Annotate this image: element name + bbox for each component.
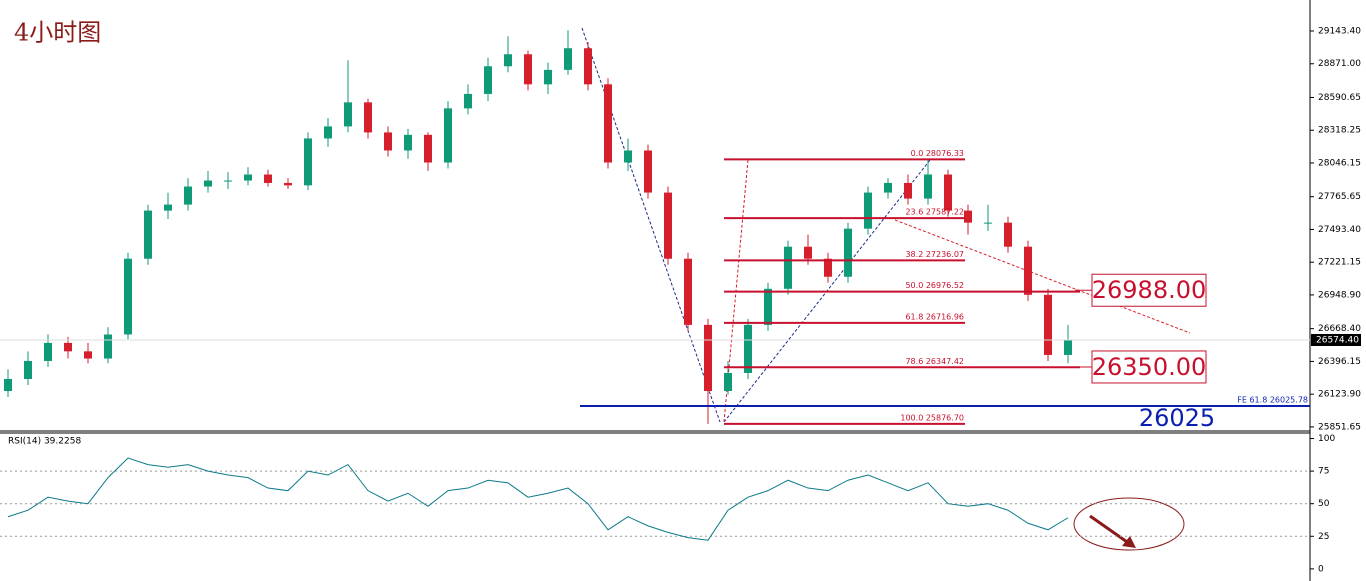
candle-body <box>684 258 692 325</box>
fib-label: 23.6 27587.22 <box>905 208 964 217</box>
candle-body <box>1004 222 1012 247</box>
candle-body <box>344 102 352 127</box>
candle-body <box>364 102 372 133</box>
candle-body <box>444 108 452 163</box>
highlight-ellipse <box>1073 497 1185 551</box>
candle-body <box>604 84 612 163</box>
trend-line <box>894 219 1191 334</box>
candle-body <box>64 342 72 352</box>
fib-label: 78.6 26347.42 <box>905 357 964 366</box>
fe-marker: 26025 <box>1139 404 1215 432</box>
candle-body <box>84 351 92 359</box>
y-tick-label: 75 <box>1318 467 1329 477</box>
fe-label: FE 61.8 26025.78 <box>1237 395 1308 404</box>
y-tick-label: 26948.90 <box>1318 290 1361 300</box>
fib-label: 0.0 28076.33 <box>911 149 964 158</box>
marker-box <box>1091 350 1207 384</box>
rsi-title: RSI(14) 39.2258 <box>8 437 81 447</box>
candle-body <box>664 192 672 259</box>
candle-body <box>804 246 812 259</box>
candle-body <box>264 174 272 183</box>
marker-box <box>1091 273 1207 307</box>
candle-body <box>424 134 432 163</box>
fib-label: 100.0 25876.70 <box>900 413 964 422</box>
candle-body <box>104 334 112 359</box>
candle-body <box>4 379 12 392</box>
candle-body <box>864 192 872 229</box>
candle-body <box>524 54 532 85</box>
candle-body <box>744 324 752 373</box>
candle-body <box>584 48 592 85</box>
candle-body <box>944 174 952 211</box>
candle-body <box>624 150 632 163</box>
last-price-label: 26574.40 <box>1316 335 1359 345</box>
y-tick-label: 25 <box>1318 532 1329 542</box>
candle-body <box>924 174 932 199</box>
candle-body <box>24 360 32 380</box>
candle-body <box>164 204 172 211</box>
candle-body <box>564 48 572 70</box>
candle-body <box>464 93 472 109</box>
candle-body <box>1024 246 1032 295</box>
marker-label: 26350.00 <box>1092 353 1207 381</box>
candle-body <box>644 150 652 193</box>
title: 4小时图 <box>14 19 101 47</box>
candle-body <box>884 182 892 193</box>
y-tick-label: 50 <box>1318 499 1330 509</box>
y-tick-label: 26668.40 <box>1318 324 1361 334</box>
rsi-line <box>7 457 1069 541</box>
candle-body <box>144 210 152 259</box>
candle-body <box>184 186 192 205</box>
candle-body <box>504 54 512 67</box>
marker-label: 26988.00 <box>1092 276 1207 304</box>
candle-body <box>704 324 712 392</box>
y-tick-label: 0 <box>1318 564 1324 574</box>
candle-body <box>404 134 412 151</box>
candle-body <box>204 180 212 187</box>
y-tick-label: 27221.15 <box>1318 258 1361 268</box>
y-tick-label: 29143.40 <box>1318 26 1361 36</box>
candle-body <box>1064 339 1072 355</box>
y-tick-label: 28871.00 <box>1318 59 1361 69</box>
candle-body <box>304 138 312 186</box>
candle-body <box>44 342 52 361</box>
fib-label: 61.8 26716.96 <box>905 312 964 321</box>
candle-body <box>844 228 852 277</box>
candle-body <box>124 258 132 335</box>
candle-body <box>224 180 232 182</box>
fib-label: 38.2 27236.07 <box>905 250 964 259</box>
y-tick-label: 27493.40 <box>1318 225 1361 235</box>
fib-label: 50.0 26976.52 <box>905 281 964 290</box>
candle-body <box>324 126 332 139</box>
candle-body <box>764 288 772 325</box>
arrow-head <box>1122 536 1136 548</box>
y-tick-label: 28590.65 <box>1318 93 1361 103</box>
candle-body <box>964 210 972 223</box>
y-tick-label: 26123.90 <box>1318 390 1361 400</box>
candle-body <box>284 182 292 186</box>
y-tick-label: 28318.25 <box>1318 126 1361 136</box>
y-tick-label: 27765.65 <box>1318 192 1361 202</box>
arrow <box>1089 514 1131 546</box>
candle-body <box>244 174 252 181</box>
candle-body <box>384 132 392 151</box>
candle-body <box>484 66 492 94</box>
candle-body <box>724 372 732 392</box>
y-tick-label: 100 <box>1318 434 1335 444</box>
candle-body <box>904 182 912 199</box>
candle-body <box>984 222 992 224</box>
candle-body <box>784 246 792 289</box>
candle-body <box>824 258 832 277</box>
y-tick-label: 26396.15 <box>1318 357 1361 367</box>
candle-body <box>1044 294 1052 355</box>
candle-body <box>544 69 552 85</box>
last-price-box <box>1311 333 1361 346</box>
trend-line <box>581 27 721 423</box>
y-tick-label: 28046.15 <box>1318 158 1361 168</box>
y-tick-label: 25851.65 <box>1318 422 1361 432</box>
